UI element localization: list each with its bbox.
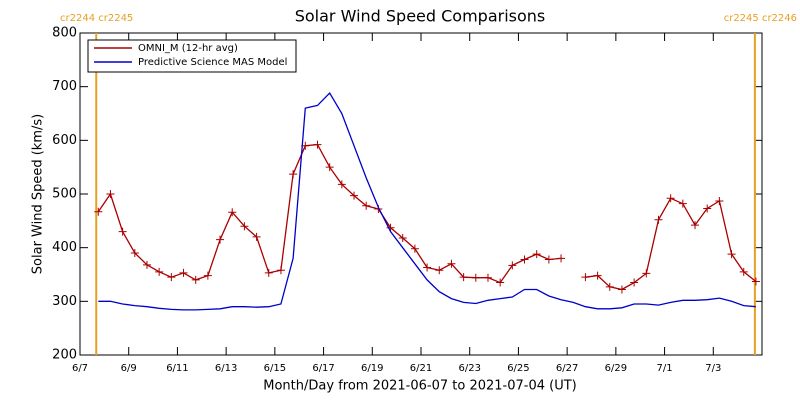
- point-marker: [483, 273, 492, 282]
- x-tick-label: 6/15: [264, 363, 286, 374]
- point-marker: [325, 163, 334, 172]
- point-marker: [739, 267, 748, 276]
- y-axis-label: Solar Wind Speed (km/s): [31, 114, 46, 274]
- point-marker: [703, 204, 712, 213]
- point-marker: [459, 273, 468, 282]
- x-tick-label: 6/27: [556, 363, 578, 374]
- point-marker: [715, 196, 724, 205]
- point-marker: [142, 260, 151, 269]
- x-tick-label: 7/3: [705, 363, 721, 374]
- y-tick-label: 200: [52, 348, 77, 363]
- point-marker: [313, 140, 322, 149]
- point-marker: [654, 215, 663, 224]
- point-marker: [130, 249, 139, 258]
- point-marker: [617, 285, 626, 294]
- y-tick-label: 700: [52, 79, 77, 94]
- x-tick-label: 6/17: [312, 363, 334, 374]
- point-marker: [179, 268, 188, 277]
- y-tick-label: 500: [52, 187, 77, 202]
- x-tick-label: 6/25: [507, 363, 529, 374]
- x-tick-label: 6/19: [361, 363, 383, 374]
- x-tick-label: 6/23: [458, 363, 480, 374]
- x-tick-label: 6/21: [410, 363, 432, 374]
- chart-title: Solar Wind Speed Comparisons: [295, 7, 546, 26]
- point-marker: [496, 278, 505, 287]
- point-marker: [203, 271, 212, 280]
- point-marker: [252, 232, 261, 241]
- point-marker: [155, 267, 164, 276]
- point-marker: [276, 266, 285, 275]
- y-tick-label: 400: [52, 240, 77, 255]
- x-axis-label: Month/Day from 2021-06-07 to 2021-07-04 …: [263, 379, 576, 394]
- point-marker: [605, 282, 614, 291]
- point-marker: [630, 278, 639, 287]
- point-marker: [362, 201, 371, 210]
- x-tick-label: 6/29: [605, 363, 627, 374]
- x-tick-label: 6/11: [166, 363, 188, 374]
- legend-label: OMNI_M (12-hr avg): [138, 43, 238, 54]
- point-marker: [520, 255, 529, 264]
- legend: OMNI_M (12-hr avg) Predictive Science MAS…: [87, 39, 297, 73]
- point-marker: [666, 194, 675, 203]
- x-tick-label: 7/1: [657, 363, 673, 374]
- point-marker: [289, 170, 298, 179]
- point-marker: [423, 263, 432, 272]
- y-tick-label: 300: [52, 294, 77, 309]
- point-marker: [94, 207, 103, 216]
- point-marker: [471, 273, 480, 282]
- point-marker: [678, 199, 687, 208]
- legend-box: [87, 39, 297, 73]
- point-marker: [264, 268, 273, 277]
- point-marker: [228, 208, 237, 217]
- point-marker: [691, 221, 700, 230]
- point-marker: [508, 261, 517, 270]
- series-line: [98, 92, 756, 311]
- point-marker: [118, 227, 127, 236]
- point-marker: [581, 273, 590, 282]
- cr-label: cr2245 cr2246: [724, 13, 797, 24]
- point-marker: [350, 191, 359, 200]
- point-marker: [544, 255, 553, 264]
- y-tick-label: 600: [52, 133, 77, 148]
- x-tick-label: 6/7: [72, 363, 88, 374]
- point-marker: [532, 250, 541, 259]
- point-marker: [410, 244, 419, 253]
- point-marker: [642, 269, 651, 278]
- x-tick-label: 6/13: [215, 363, 237, 374]
- point-marker: [191, 275, 200, 284]
- point-marker: [106, 190, 115, 198]
- x-tick-label: 6/9: [121, 363, 137, 374]
- point-marker: [240, 222, 249, 231]
- point-marker: [557, 254, 566, 263]
- point-marker: [435, 266, 444, 275]
- point-marker: [337, 180, 346, 189]
- point-marker: [216, 235, 225, 244]
- y-tick-label: 800: [52, 26, 77, 41]
- legend-label: Predictive Science MAS Model: [138, 57, 287, 68]
- point-marker: [593, 271, 602, 280]
- cr-label: cr2244 cr2245: [60, 13, 133, 24]
- point-marker: [398, 234, 407, 243]
- point-marker: [447, 259, 456, 268]
- point-marker: [727, 250, 736, 259]
- point-marker: [751, 277, 760, 286]
- point-marker: [167, 273, 176, 282]
